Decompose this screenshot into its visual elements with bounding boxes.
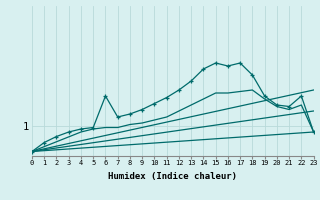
X-axis label: Humidex (Indice chaleur): Humidex (Indice chaleur) xyxy=(108,172,237,181)
